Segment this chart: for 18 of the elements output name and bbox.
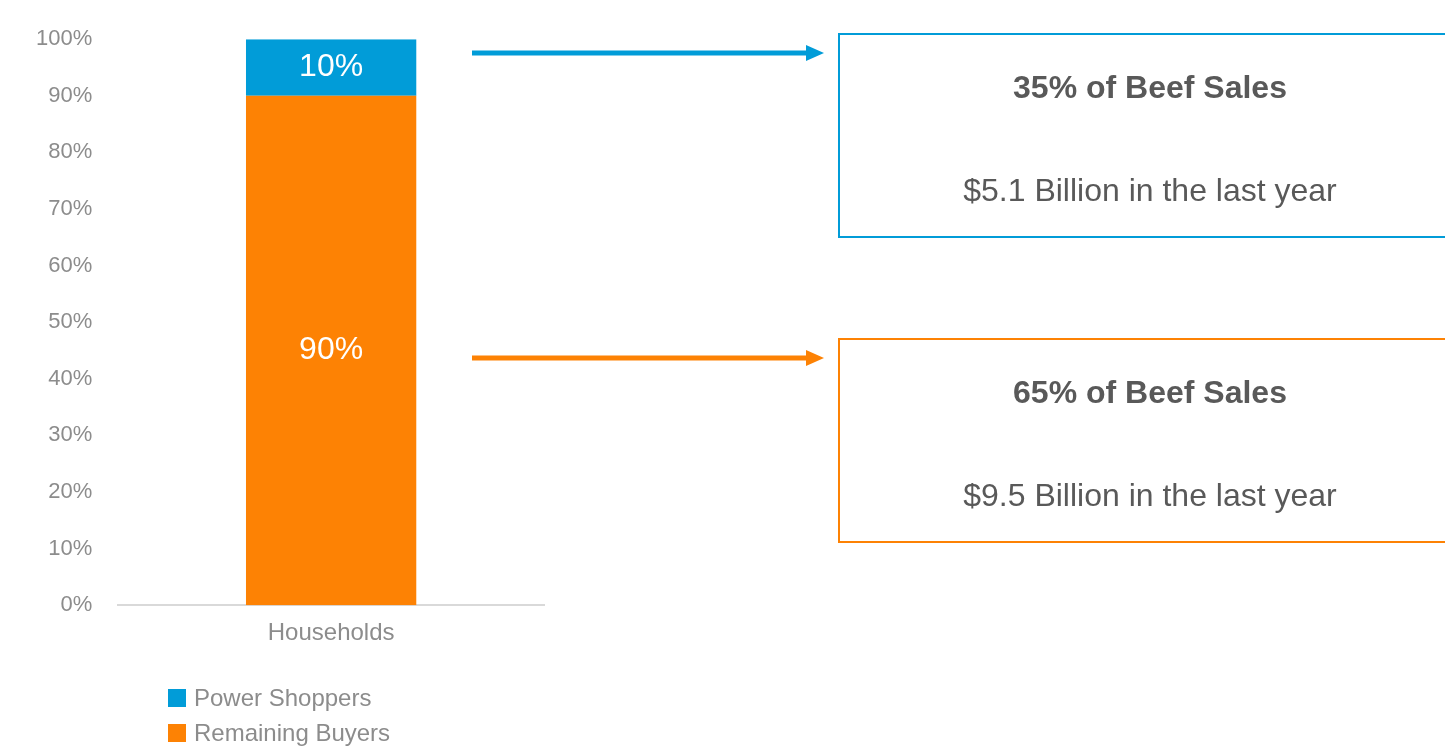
y-tick-label: 50% — [48, 308, 93, 334]
callout-box: 35% of Beef Sales $5.1 Billion in the last year — [838, 33, 1445, 238]
y-tick-label: 20% — [48, 478, 93, 504]
y-tick-label: 60% — [48, 251, 93, 277]
x-tick-label: Households — [267, 618, 395, 646]
legend-label: Remaining Buyers — [194, 718, 391, 746]
text: 90% — [299, 330, 364, 367]
y-tick-label: 70% — [48, 195, 93, 221]
y-tick-label: 10% — [48, 534, 93, 560]
y-tick-label: 90% — [48, 81, 93, 107]
y-tick-label: 80% — [48, 138, 93, 164]
callout-box: 65% of Beef Sales $9.5 Billion in the last year — [838, 338, 1445, 543]
y-tick-label: 0% — [60, 591, 93, 617]
y-tick-label: 40% — [48, 364, 93, 390]
y-tick-label: 100% — [35, 25, 93, 51]
y-tick-label: 30% — [48, 421, 93, 447]
legend-label: Power Shoppers — [194, 683, 372, 713]
text: 10% — [299, 47, 364, 84]
